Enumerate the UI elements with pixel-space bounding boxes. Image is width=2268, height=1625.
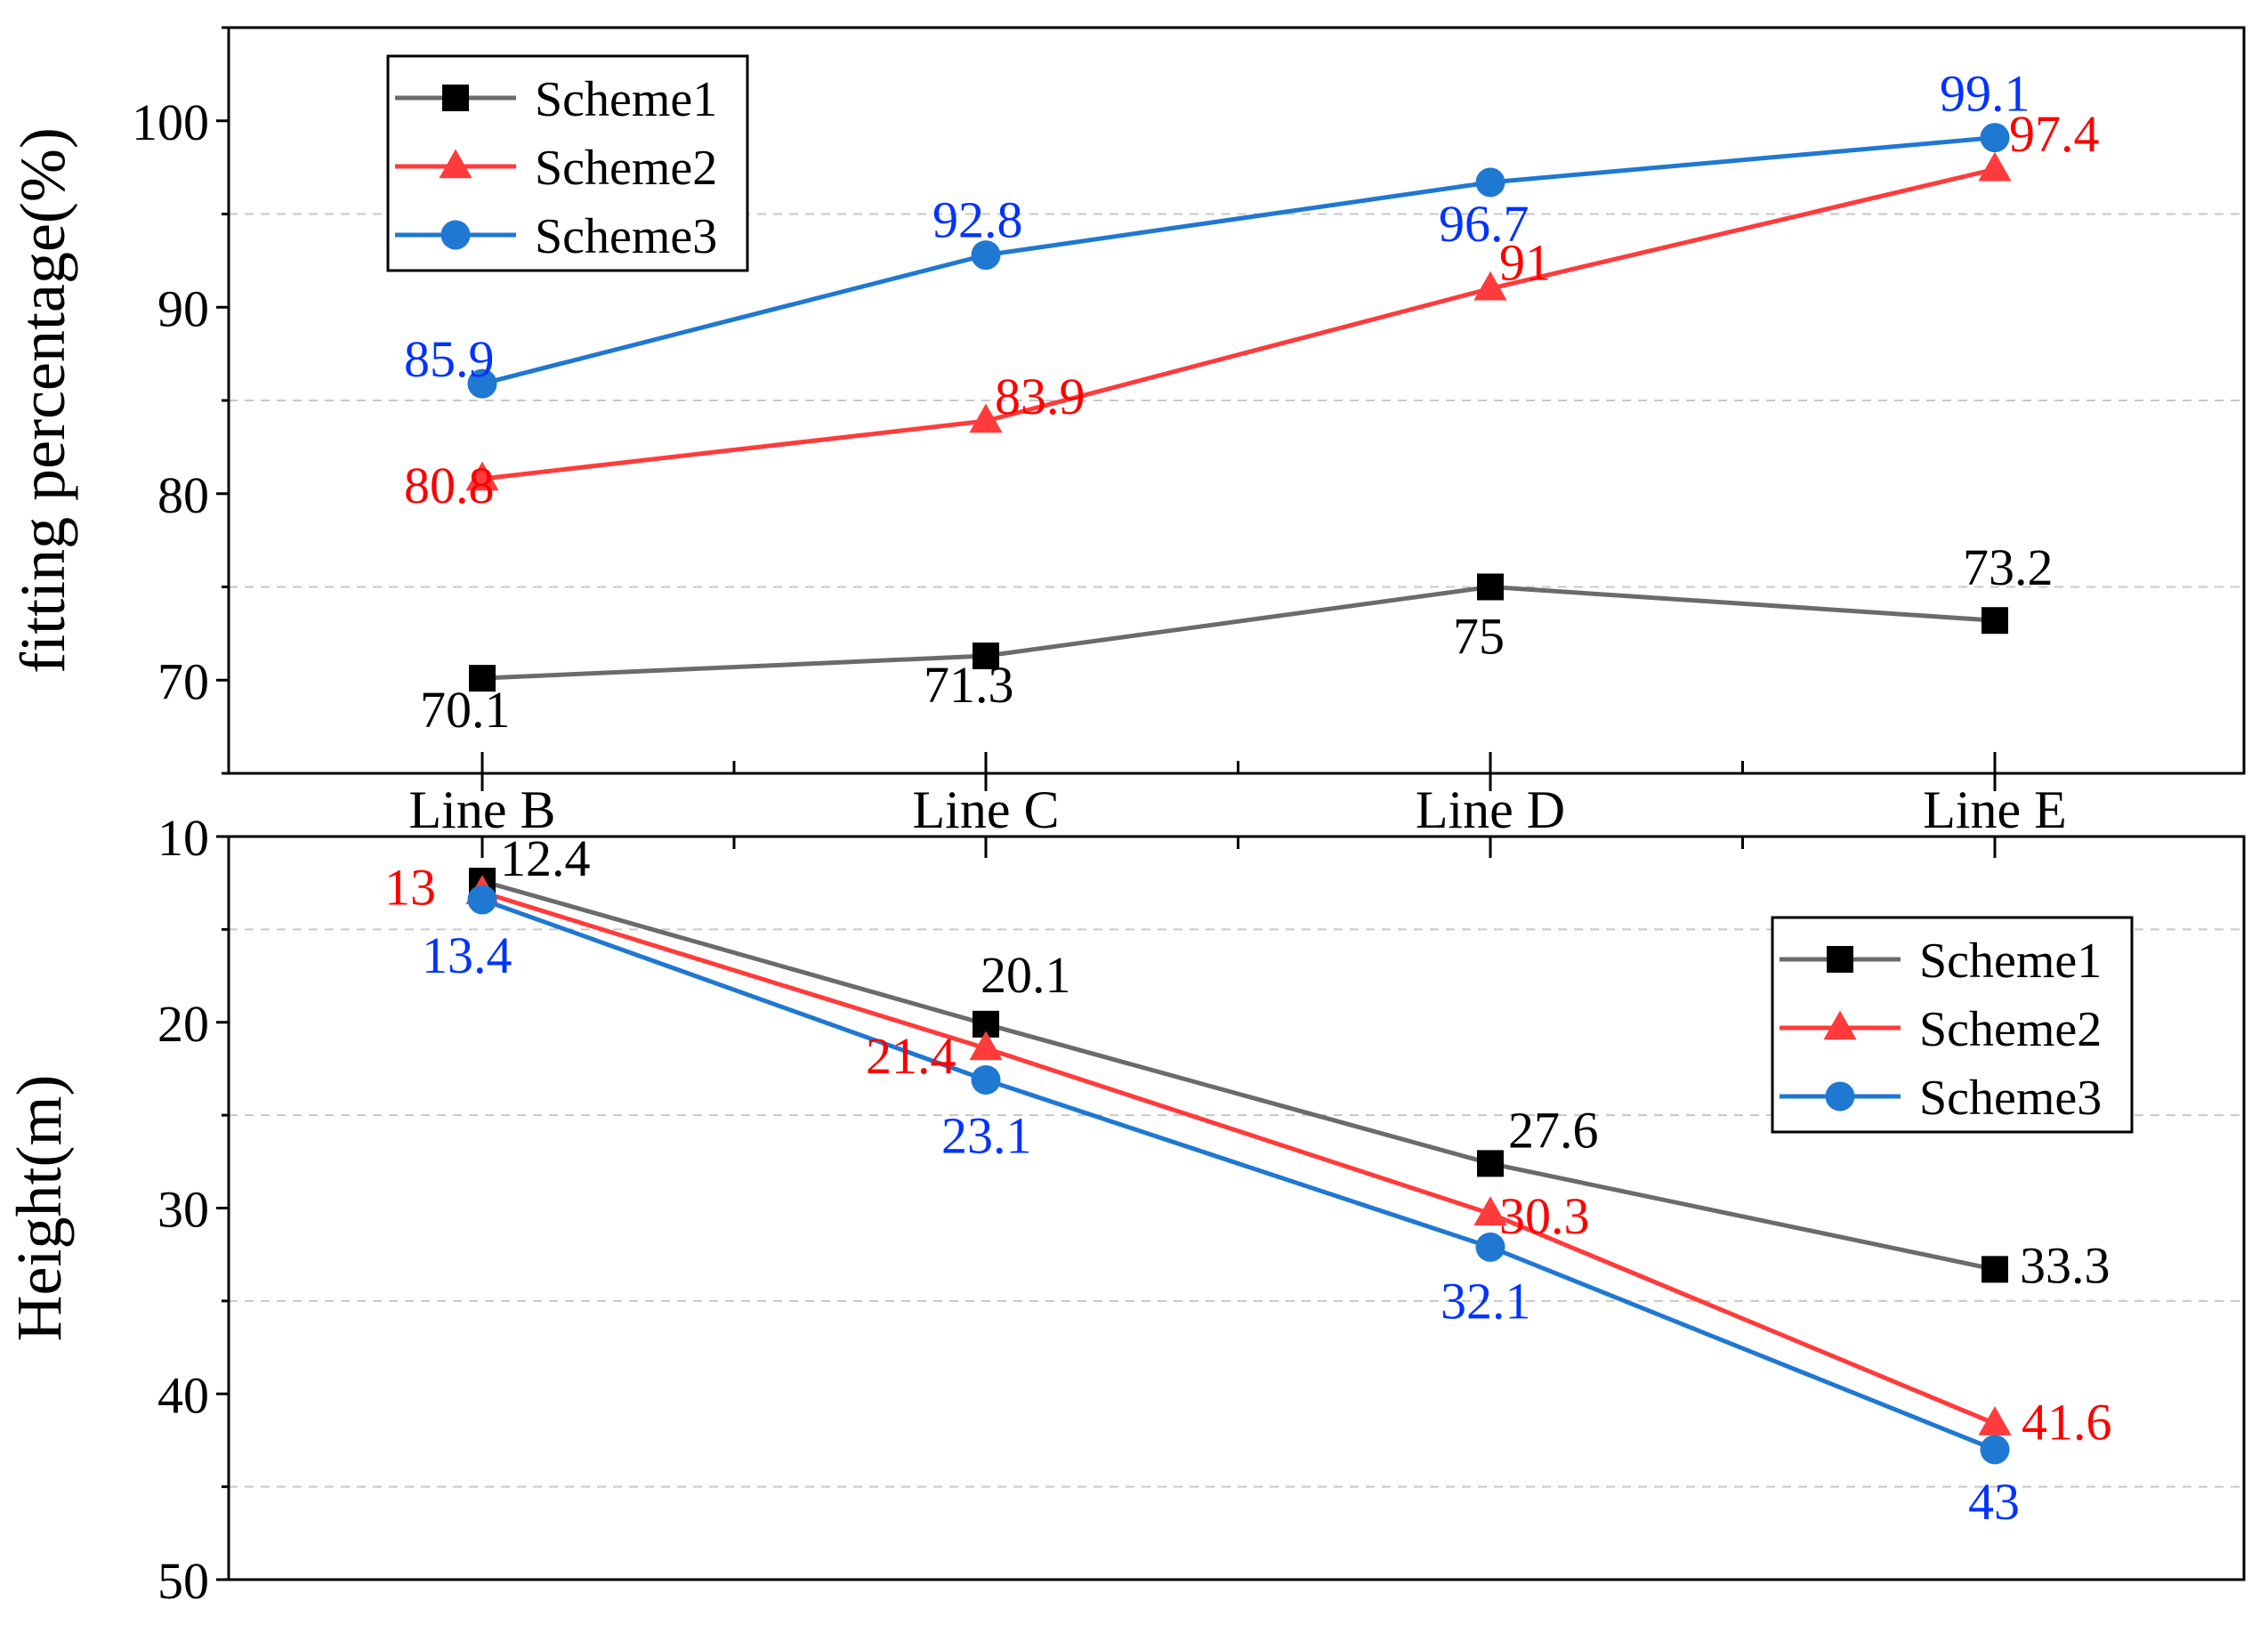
data-point-scheme2 — [1473, 271, 1507, 301]
legend-label-scheme2: Scheme2 — [1919, 1002, 2102, 1057]
data-label-scheme2: 80.8 — [404, 457, 495, 514]
data-label-scheme2: 21.4 — [866, 1027, 956, 1085]
data-point-scheme3 — [1980, 123, 2010, 153]
y-axis: 70 80 90 100 — [132, 26, 229, 775]
legend-marker-scheme2 — [439, 149, 472, 179]
data-point-scheme3 — [1475, 167, 1505, 198]
data-label-scheme1: 33.3 — [2020, 1236, 2111, 1294]
y-axis-title: Height(m) — [4, 1075, 75, 1342]
data-label-scheme1: 12.4 — [500, 829, 591, 887]
data-label-scheme3: 99.1 — [1940, 65, 2030, 123]
legend-label-scheme2: Scheme2 — [535, 141, 717, 196]
x-axis-categories: Line B Line C Line D Line E — [409, 780, 2067, 839]
y-axis: 10 20 30 40 50 — [157, 809, 229, 1610]
data-point-scheme1 — [1477, 573, 1504, 601]
data-label-scheme3: 92.8 — [932, 191, 1023, 249]
y-axis-title: fitting percentage(%) — [7, 127, 78, 674]
y-tick-label: 50 — [157, 1552, 209, 1610]
data-label-scheme2: 91 — [1499, 233, 1551, 291]
data-label-scheme2: 13 — [384, 859, 436, 917]
legend-marker-scheme2 — [1823, 1010, 1857, 1040]
legend-label-scheme1: Scheme1 — [535, 72, 717, 127]
data-label-scheme3: 43 — [1968, 1473, 2020, 1531]
data-point-scheme2 — [969, 1031, 1003, 1061]
data-point-scheme2 — [1978, 1406, 2012, 1435]
y-tick-label: 10 — [157, 809, 209, 867]
legend-marker-scheme1 — [1827, 946, 1853, 973]
data-point-scheme1 — [1981, 607, 2008, 635]
data-label-scheme2: 41.6 — [2022, 1394, 2112, 1451]
legend-marker-scheme1 — [442, 85, 469, 111]
data-point-scheme2 — [1978, 151, 2012, 182]
data-label-scheme2: 83.9 — [995, 368, 1086, 425]
series-line-scheme2 — [481, 890, 1996, 1426]
series-line-scheme1 — [481, 584, 1996, 681]
legend: Scheme1 Scheme2 Scheme3 — [386, 54, 749, 272]
data-point-scheme1 — [1477, 1150, 1504, 1177]
data-label-scheme1: 70.1 — [420, 681, 511, 739]
data-label-scheme1: 73.2 — [1963, 538, 2054, 596]
panel-2: 10 20 30 40 50 Height(m) 12.4 20.1 27.6 33.3 13 21.… — [4, 809, 2246, 1610]
data-label-scheme1: 27.6 — [1508, 1101, 1599, 1159]
data-point-scheme3 — [1475, 1232, 1505, 1262]
data-point-scheme3 — [971, 240, 1001, 271]
x-axis — [480, 752, 1997, 791]
data-label-scheme2: 30.3 — [1499, 1187, 1590, 1245]
legend-marker-scheme3 — [440, 220, 471, 250]
series-line-scheme1 — [481, 878, 1996, 1272]
legend-label-scheme1: Scheme1 — [1919, 934, 2102, 989]
y-tick-label: 70 — [157, 652, 209, 710]
data-label-scheme1: 75 — [1453, 608, 1505, 666]
data-label-scheme3: 13.4 — [422, 926, 513, 984]
data-label-scheme3: 32.1 — [1441, 1272, 1531, 1330]
series-line-scheme2 — [481, 166, 1996, 481]
data-point-scheme3 — [1980, 1435, 2010, 1465]
data-point-scheme2 — [465, 461, 499, 491]
y-tick-label: 40 — [157, 1366, 209, 1424]
data-label-scheme1: 71.3 — [924, 656, 1014, 714]
data-point-scheme3 — [971, 1064, 1001, 1095]
series-line-scheme3 — [481, 897, 1996, 1452]
data-label-scheme1: 20.1 — [981, 946, 1071, 1004]
data-point-scheme1 — [469, 665, 496, 692]
data-point-scheme2 — [969, 403, 1003, 433]
y-tick-label: 80 — [157, 466, 209, 524]
data-point-scheme3 — [467, 885, 497, 915]
y-tick-label: 20 — [157, 995, 209, 1053]
x-axis — [480, 837, 1997, 858]
legend: Scheme1 Scheme2 Scheme3 — [1771, 916, 2134, 1134]
data-point-scheme2 — [1473, 1196, 1507, 1225]
data-label-scheme3: 96.7 — [1439, 195, 1529, 253]
y-tick-label: 30 — [157, 1181, 209, 1239]
legend-label-scheme3: Scheme3 — [535, 209, 717, 264]
data-point-scheme3 — [467, 368, 497, 399]
data-label-scheme3: 23.1 — [941, 1106, 1032, 1164]
data-point-scheme1 — [1981, 1256, 2008, 1283]
data-label-scheme2: 97.4 — [2009, 105, 2100, 163]
legend-label-scheme3: Scheme3 — [1919, 1071, 2102, 1126]
y-tick-label: 90 — [157, 279, 209, 337]
legend-marker-scheme3 — [1825, 1081, 1855, 1112]
data-point-scheme1 — [973, 643, 999, 670]
y-tick-label: 100 — [132, 93, 209, 151]
panel-1: 70 80 90 100 fitting percentage(%) 70.1 71.3 75… — [7, 26, 2246, 791]
data-label-scheme3: 85.9 — [404, 330, 495, 388]
series-line-scheme3 — [481, 135, 1996, 386]
